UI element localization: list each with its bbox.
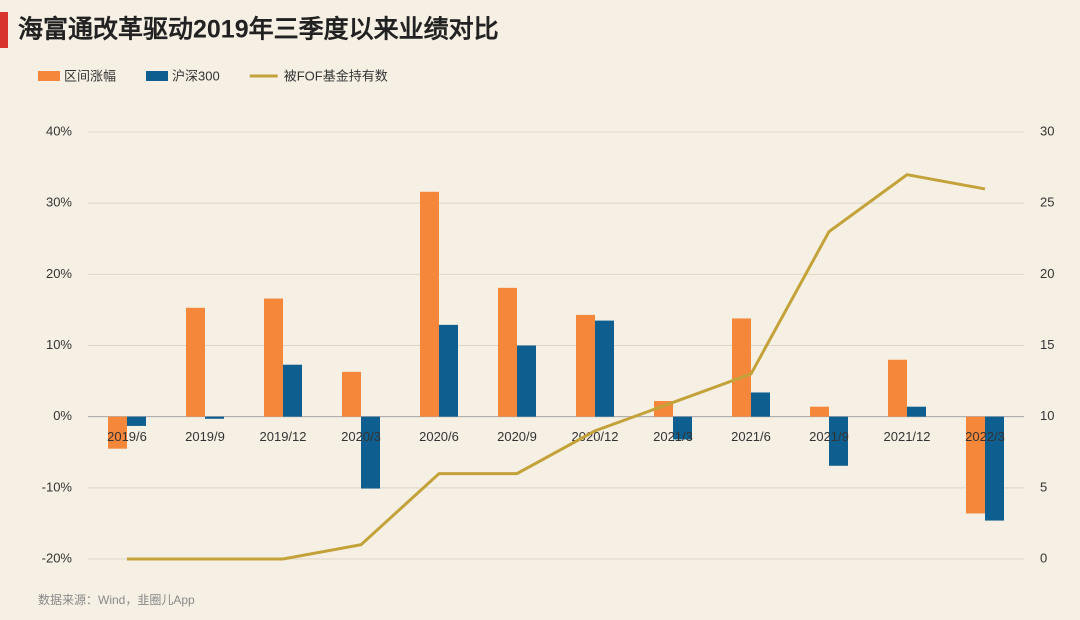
bar <box>439 324 458 417</box>
x-tick-label: 2019/9 <box>185 429 225 444</box>
y2-tick-label: 0 <box>1040 550 1047 565</box>
x-tick-label: 2021/9 <box>809 429 849 444</box>
x-tick-label: 2021/3 <box>653 429 693 444</box>
bar <box>205 416 224 419</box>
y-tick-label: -20% <box>42 550 73 565</box>
y-tick-label: 0% <box>53 408 72 423</box>
bar <box>283 364 302 417</box>
y-tick-label: 30% <box>46 195 72 210</box>
y2-tick-label: 5 <box>1040 479 1047 494</box>
legend-swatch <box>146 71 169 81</box>
bar <box>966 416 985 514</box>
x-tick-label: 2020/12 <box>572 429 619 444</box>
bar <box>498 287 517 417</box>
y-tick-label: 20% <box>46 266 72 281</box>
line-series <box>127 173 986 561</box>
y2-tick-label: 10 <box>1040 408 1054 423</box>
legend-label: 沪深300 <box>172 68 220 83</box>
bar <box>810 406 829 417</box>
y-tick-label: 10% <box>46 337 72 352</box>
y2-tick-label: 15 <box>1040 337 1054 352</box>
y2-tick-label: 25 <box>1040 195 1054 210</box>
bar <box>127 416 146 426</box>
x-tick-label: 2019/12 <box>260 429 307 444</box>
x-tick-label: 2020/6 <box>419 429 459 444</box>
chart-title: 海富通改革驱动2019年三季度以来业绩对比 <box>18 15 499 44</box>
y-tick-label: 40% <box>46 123 72 138</box>
bar <box>595 320 614 417</box>
y2-tick-label: 20 <box>1040 266 1054 281</box>
x-tick-label: 2021/6 <box>731 429 771 444</box>
bar <box>108 416 127 449</box>
title-accent <box>0 12 8 48</box>
bar <box>829 416 848 466</box>
x-tick-label: 2020/3 <box>341 429 381 444</box>
bar <box>361 416 380 489</box>
bar <box>420 191 439 417</box>
y2-tick-label: 30 <box>1040 123 1054 138</box>
x-tick-label: 2021/12 <box>884 429 931 444</box>
source-note: 数据来源：Wind，韭圈儿App <box>38 592 195 607</box>
bar <box>888 359 907 417</box>
bar <box>342 371 361 417</box>
bar <box>517 345 536 417</box>
y-tick-label: -10% <box>42 479 73 494</box>
bar <box>907 406 926 417</box>
bar <box>985 416 1004 521</box>
x-tick-label: 2022/3 <box>965 429 1005 444</box>
legend-label: 被FOF基金持有数 <box>284 68 388 83</box>
bar <box>186 307 205 417</box>
legend-swatch <box>38 71 60 81</box>
legend-label: 区间涨幅 <box>64 68 116 83</box>
x-tick-label: 2020/9 <box>497 429 537 444</box>
x-tick-label: 2019/6 <box>107 429 147 444</box>
bar <box>751 392 770 417</box>
bar <box>264 298 283 417</box>
bar <box>673 416 692 440</box>
bar <box>576 314 595 417</box>
bar <box>732 318 751 417</box>
